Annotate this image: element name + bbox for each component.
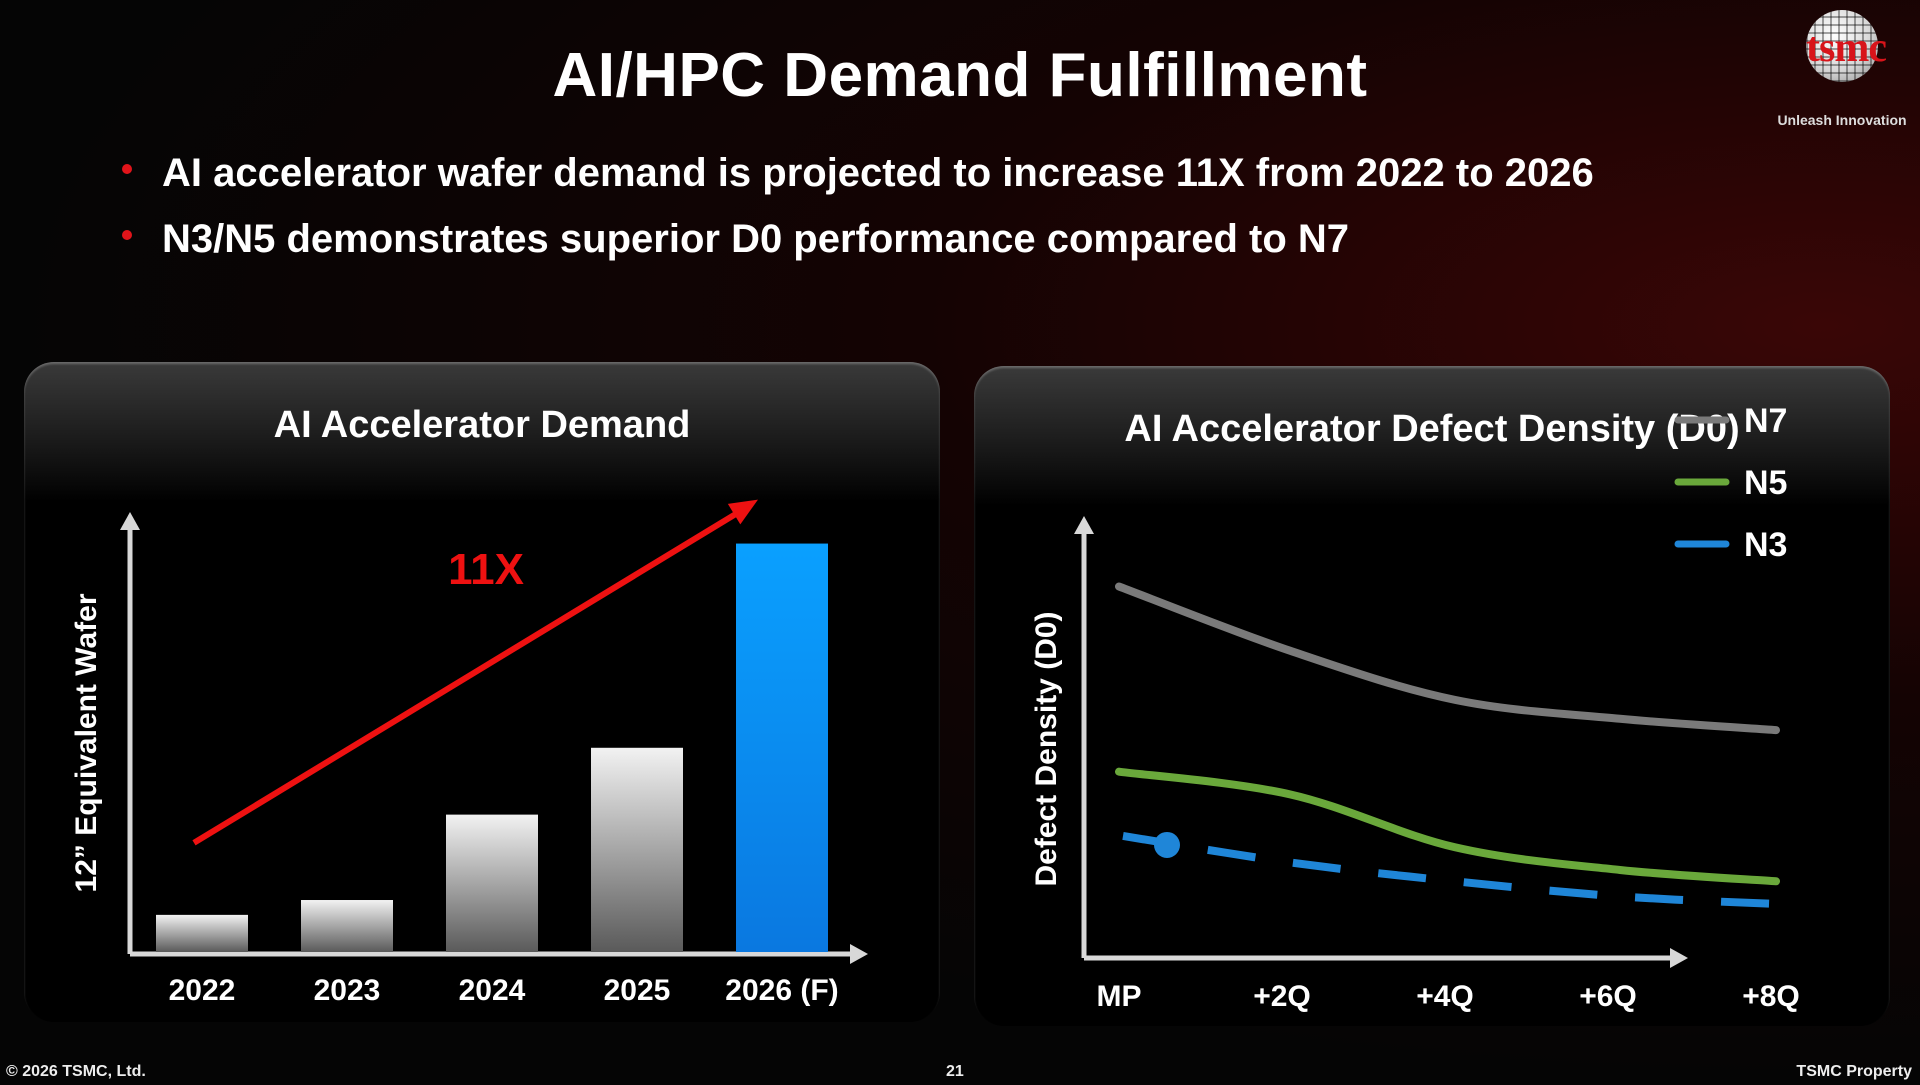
defect-chart-panel: AI Accelerator Defect Density (D0) Defec…: [974, 366, 1890, 1026]
growth-arrow: [192, 504, 750, 846]
bar: [156, 914, 248, 952]
chart-title: AI Accelerator Demand: [273, 404, 691, 446]
x-tick-label: +6Q: [1579, 980, 1637, 1013]
y-axis-label: Defect Density (D0): [1030, 611, 1063, 886]
defect-line-chart: Defect Density (D0) MP +2Q +4Q +6Q +8Q N7 N5 N3: [1030, 402, 1800, 1013]
x-tick-label: 2022: [169, 974, 236, 1007]
legend-label: N5: [1744, 464, 1787, 502]
series-line: [1115, 767, 1780, 886]
x-tick-label: 2024: [459, 974, 526, 1007]
logo-wordmark: tsmc: [1806, 25, 1887, 71]
bar: [736, 543, 828, 952]
globe-icon: tsmc: [1806, 10, 1887, 82]
bar: [301, 900, 393, 952]
x-tick-label: 2026 (F): [725, 974, 838, 1007]
x-tick-label: 2025: [604, 974, 671, 1007]
series-marker-dot: [1154, 831, 1180, 858]
legend-label: N3: [1744, 526, 1787, 564]
bullet-dot-icon: [122, 230, 132, 240]
footer-property: TSMC Property: [1796, 1063, 1912, 1080]
logo-tagline: Unleash Innovation: [1777, 112, 1907, 128]
chart-title: AI Accelerator Defect Density (D0): [1124, 408, 1740, 450]
page-title: AI/HPC Demand Fulfillment: [552, 41, 1368, 110]
bullet-item: AI accelerator wafer demand is projected…: [120, 140, 1594, 206]
company-logo: tsmc Unleash Innovation: [1772, 10, 1912, 128]
demand-bar-chart: 12” Equivalent Wafer 2022 2023 2024 2025 2026…: [70, 499, 868, 1007]
bullet-dot-icon: [122, 164, 132, 174]
x-tick-label: MP: [1097, 980, 1142, 1013]
x-tick-label: +4Q: [1416, 980, 1474, 1013]
bullet-list: AI accelerator wafer demand is projected…: [120, 140, 1594, 272]
x-tick-label: 2023: [314, 974, 381, 1007]
x-tick-label: +2Q: [1253, 980, 1311, 1013]
footer-copyright: © 2026 TSMC, Ltd.: [6, 1063, 146, 1080]
y-axis-arrow-icon: [1074, 516, 1094, 534]
x-tick-label: +8Q: [1742, 980, 1800, 1013]
arrow-head-icon: [727, 499, 758, 525]
demand-chart-panel: AI Accelerator Demand 12” Equivalent Waf…: [24, 362, 940, 1022]
bar: [446, 814, 538, 952]
growth-annotation: 11X: [448, 545, 524, 594]
footer-page-number: 21: [946, 1063, 964, 1080]
series-line: [1122, 831, 1777, 908]
y-axis-label: 12” Equivalent Wafer: [70, 593, 103, 892]
x-axis-arrow-icon: [1670, 948, 1688, 968]
series-line: [1115, 582, 1780, 735]
bar: [591, 747, 683, 952]
x-axis-arrow-icon: [850, 944, 868, 964]
bullet-item: N3/N5 demonstrates superior D0 performan…: [120, 206, 1594, 272]
y-axis-arrow-icon: [120, 512, 140, 530]
legend-label: N7: [1744, 402, 1787, 440]
